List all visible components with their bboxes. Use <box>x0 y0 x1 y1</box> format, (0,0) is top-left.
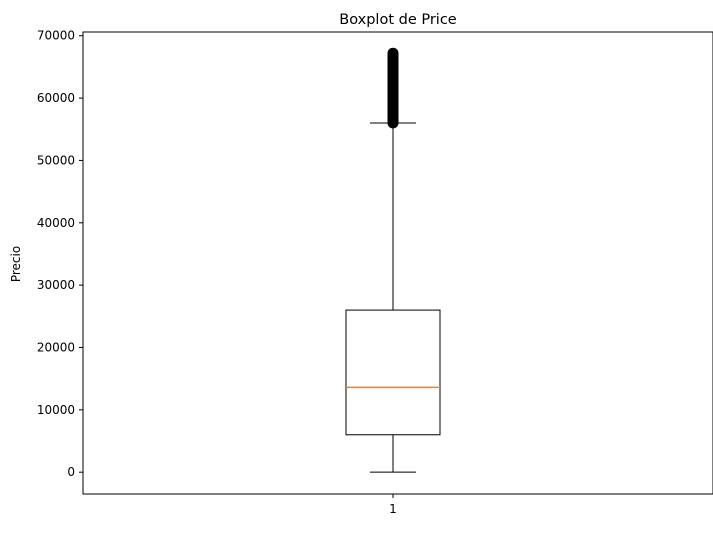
y-tick-label: 60000 <box>37 91 75 105</box>
plot-frame <box>82 31 713 495</box>
iqr-box <box>345 309 441 436</box>
chart-title: Boxplot de Price <box>339 12 457 28</box>
outlier-point <box>387 47 399 59</box>
y-tick-label: 70000 <box>37 29 75 43</box>
y-tick-label: 0 <box>67 465 75 479</box>
y-tick-label: 40000 <box>37 216 75 230</box>
x-tick-label: 1 <box>389 502 397 516</box>
plot-area: 0 10000 20000 30000 40000 50000 60000 70000 1 <box>37 29 441 516</box>
y-axis-label: Precio <box>9 246 23 282</box>
y-tick-label: 50000 <box>37 153 75 167</box>
y-tick-label: 10000 <box>37 403 75 417</box>
y-tick-label: 20000 <box>37 340 75 354</box>
y-tick-label: 30000 <box>37 278 75 292</box>
